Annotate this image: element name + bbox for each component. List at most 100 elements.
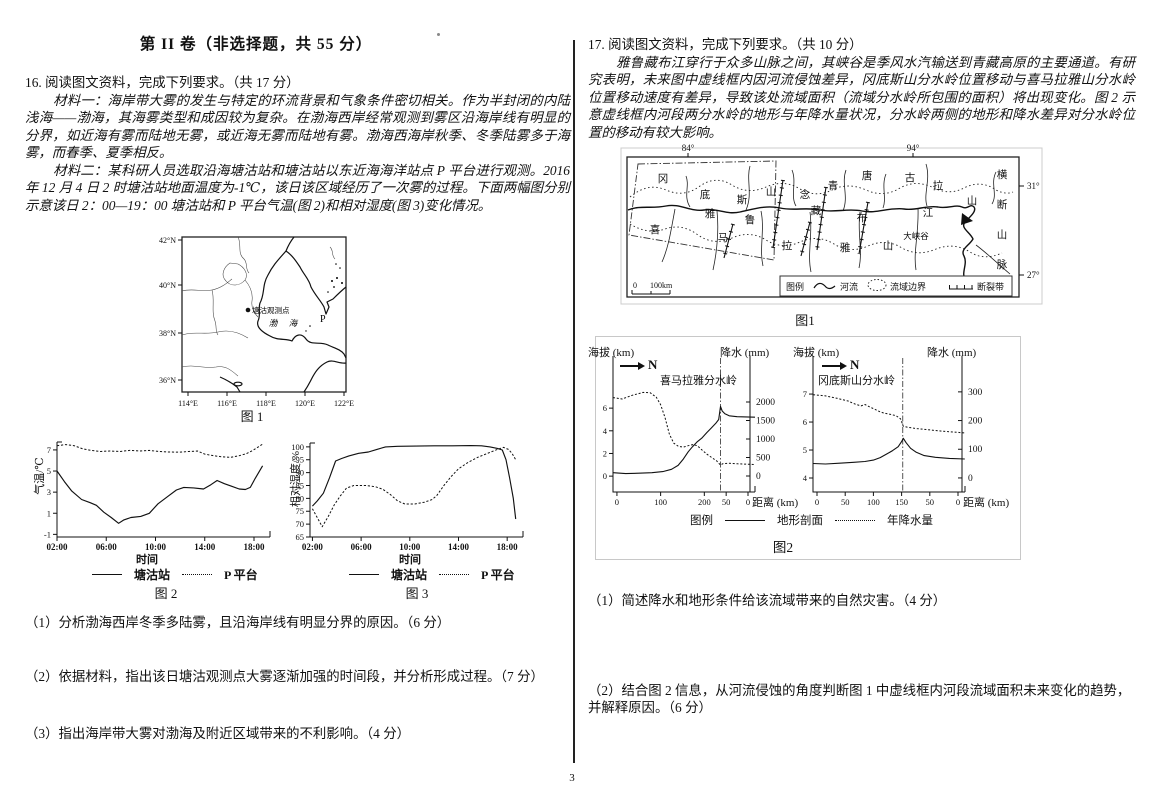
svg-text:冈: 冈 <box>658 173 669 185</box>
lat-label: 40°N <box>159 281 176 290</box>
legend-label: P 平台 <box>481 568 515 582</box>
svg-text:1: 1 <box>47 508 51 518</box>
svg-text:200: 200 <box>698 497 711 507</box>
fig2-panel <box>595 336 1021 560</box>
q17-sub1: （1）简述降水和地形条件给该流域带来的自然灾害。（4 分） <box>588 593 947 608</box>
legend-title: 图例 <box>786 281 804 292</box>
svg-text:6: 6 <box>603 403 607 413</box>
legend-fault-label: 断裂带 <box>977 281 1004 292</box>
humidity-chart-ylabel: 相对湿度/% <box>290 450 302 508</box>
q16-material1: 材料一：海岸带大雾的发生与特定的环流背景和气象条件密切相关。作为半封闭的内陆浅海… <box>25 93 570 161</box>
precip-axis-label: 降水 (mm) <box>720 347 770 359</box>
coastlines <box>219 236 347 393</box>
lon-label: 118°E <box>256 399 276 408</box>
station-dot <box>245 307 251 313</box>
map1-caption: 图 1 <box>240 409 264 424</box>
p-platform-label: P <box>320 314 326 325</box>
lon-ticks: 114°E 116°E 118°E 120°E 122°E <box>178 392 354 408</box>
svg-text:3: 3 <box>47 487 51 497</box>
bohai-map: 42°N 40°N 38°N 36°N 114°E 116°E 118°E 12… <box>159 236 354 408</box>
svg-text:断: 断 <box>997 198 1008 211</box>
svg-text:鲁: 鲁 <box>745 213 756 226</box>
main-river <box>627 204 976 289</box>
humidity-chart: 65 70 75 80 85 90 95 100 02:00 06:00 10:00 14:00 18:… <box>291 442 524 552</box>
svg-text:95: 95 <box>296 455 305 465</box>
elev-axis-label: 海拔 (km) <box>588 347 635 359</box>
solid-line-sample <box>725 519 765 521</box>
svg-text:-1: -1 <box>44 529 51 539</box>
solid-line-sample <box>92 574 122 575</box>
svg-text:200: 200 <box>968 417 983 427</box>
map-frame <box>181 236 347 393</box>
svg-text:06:00: 06:00 <box>351 542 372 552</box>
svg-text:0: 0 <box>746 497 750 507</box>
svg-text:100: 100 <box>291 442 304 452</box>
q16-material2: 材料二：某科研人员选取沿海塘沽站和塘沽站以东近海海洋站点 P 平台进行观测。20… <box>25 163 570 213</box>
lat-label: 36°N <box>159 376 176 385</box>
svg-text:02:00: 02:00 <box>47 542 68 552</box>
north-arrow: N <box>620 357 657 373</box>
fig2-legend: 图例 地形剖面 年降水量 <box>690 512 933 528</box>
q17-stem: 17. 阅读图文资料，完成下列要求。（共 10 分） <box>588 37 863 52</box>
fig3-caption: 图 3 <box>405 586 429 601</box>
svg-text:6: 6 <box>803 417 807 427</box>
svg-text:10:00: 10:00 <box>145 542 166 552</box>
svg-text:唐: 唐 <box>862 169 873 182</box>
svg-text:雅: 雅 <box>840 241 851 254</box>
humidity-chart-legend: 塘沽站 P 平台 <box>345 566 515 583</box>
lat-label: 38°N <box>159 329 176 338</box>
svg-text:500: 500 <box>756 454 771 464</box>
gorge-label: 大峡谷 <box>903 231 929 241</box>
sea-label-char: 渤 <box>269 318 279 328</box>
svg-text:7: 7 <box>803 389 807 399</box>
svg-text:山: 山 <box>766 186 777 198</box>
svg-text:90: 90 <box>296 468 305 478</box>
river-sample <box>813 282 836 290</box>
lon-label: 122°E <box>334 399 354 408</box>
q16-sub2: （2）依据材料，指出该日塘沽观测点大雾逐渐加强的时间段，并分析形成过程。（7 分… <box>25 669 544 684</box>
svg-text:50: 50 <box>722 497 731 507</box>
gangdise-profile-chart: 4 5 6 7 0 100 200 300 0 50 100 150 50 0 <box>803 356 983 507</box>
right-map-caption: 图1 <box>795 313 815 328</box>
temp-chart-legend: 塘沽站 P 平台 <box>88 566 258 583</box>
solid-line-sample <box>349 574 379 575</box>
lat-label: 31° <box>1027 181 1040 191</box>
svg-text:底: 底 <box>700 188 711 201</box>
dotted-line-sample <box>835 519 875 521</box>
lon-label: 84° <box>682 143 695 153</box>
temp-chart-xlabel: 时间 <box>136 554 158 566</box>
legend-label: 年降水量 <box>887 515 933 527</box>
svg-text:2000: 2000 <box>756 398 775 408</box>
right-fig2-caption: 图2 <box>772 540 794 555</box>
svg-text:古: 古 <box>905 171 916 184</box>
outer-box <box>620 147 1043 305</box>
elev-axis-label: 海拔 (km) <box>793 347 840 359</box>
gangdise-divide-label: 冈底斯山分水岭 <box>818 375 895 387</box>
svg-text:1000: 1000 <box>756 435 775 445</box>
svg-text:青: 青 <box>828 179 839 192</box>
legend-label: P 平台 <box>224 568 258 582</box>
page-number: 3 <box>569 772 575 784</box>
legend-label: 地形剖面 <box>777 515 823 527</box>
svg-text:0: 0 <box>615 497 619 507</box>
dashed-study-box <box>628 160 777 261</box>
mountain-labels: 冈 底 斯 山 念 青 唐 古 拉 山 雅 鲁 藏 布 江 喜 马 拉 雅 山 … <box>650 168 1008 271</box>
svg-text:02:00: 02:00 <box>302 542 323 552</box>
map-legend: 图例 河流 流域边界 断裂带 <box>779 275 1013 297</box>
svg-text:50: 50 <box>841 497 850 507</box>
svg-text:藏: 藏 <box>811 205 822 217</box>
column-divider <box>573 40 575 763</box>
dotted-line-sample <box>182 574 213 575</box>
svg-text:150: 150 <box>895 497 908 507</box>
svg-text:山: 山 <box>883 240 894 252</box>
q17-intro: 雅鲁藏布江穿行于众多山脉之间，其峡谷是季风水汽输送到青藏高原的主要通道。有研究表… <box>588 55 1135 140</box>
svg-text:7: 7 <box>47 445 51 455</box>
svg-text:100km: 100km <box>650 281 673 290</box>
svg-text:喜: 喜 <box>650 223 661 236</box>
river-flow-arrow <box>961 213 973 225</box>
svg-text:0: 0 <box>633 281 637 290</box>
scale-bar: 0 100km <box>631 281 673 295</box>
tsangpo-map: 84° 94° 31° 27° <box>620 143 1043 305</box>
svg-text:4: 4 <box>803 473 808 483</box>
